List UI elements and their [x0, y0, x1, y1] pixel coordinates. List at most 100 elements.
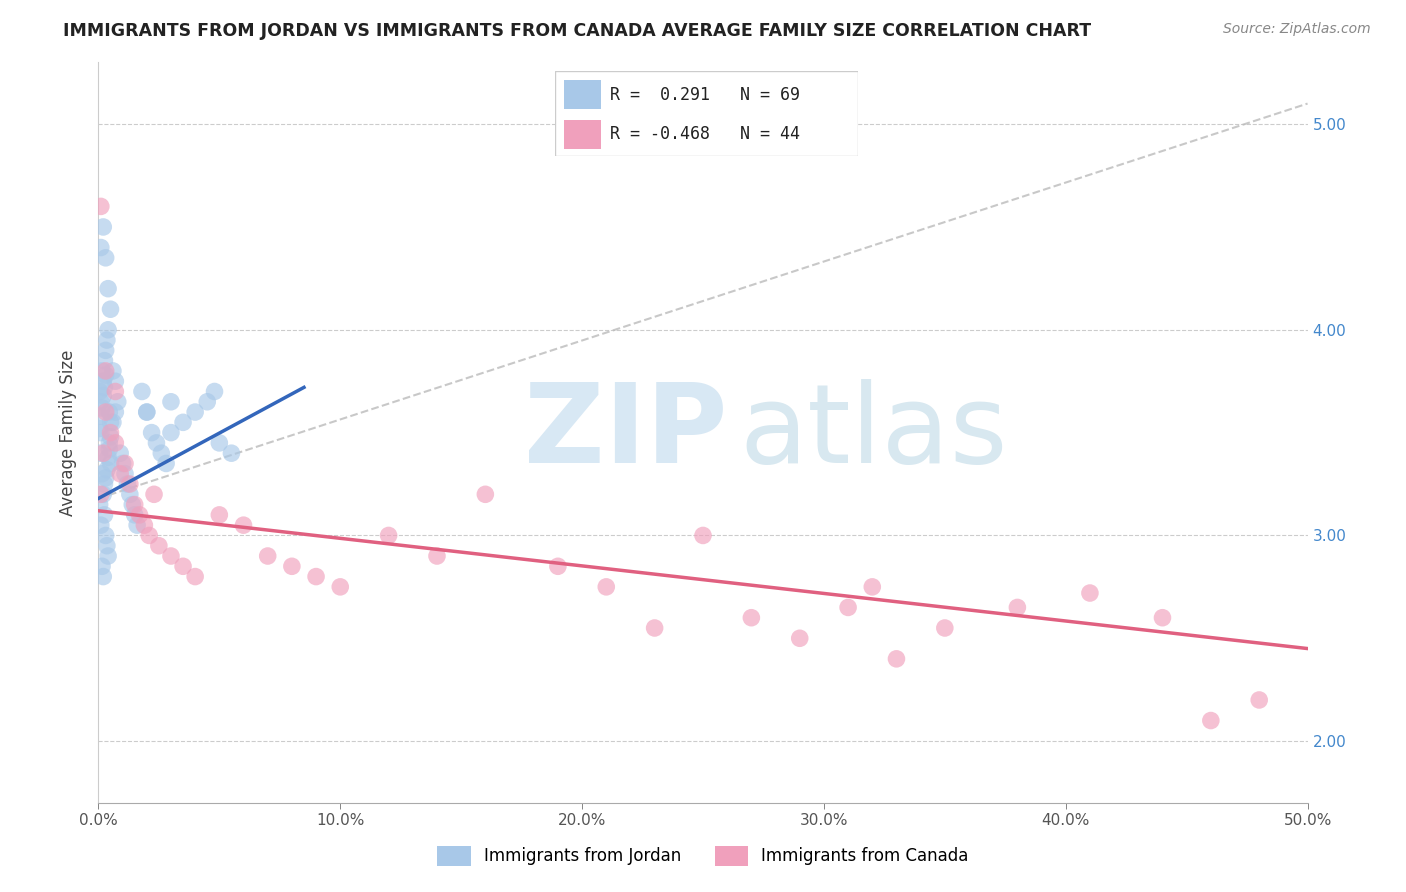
Point [101, 415, 124, 429]
Point [91, 446, 114, 460]
Point [90, 425, 112, 440]
Point [108, 467, 131, 481]
Point [89, 384, 111, 399]
Point [93, 353, 115, 368]
Point [97, 450, 120, 465]
Point [138, 528, 160, 542]
Point [595, 580, 617, 594]
Point [101, 364, 124, 378]
Point [118, 477, 141, 491]
Point [160, 549, 183, 563]
Bar [564, 80, 600, 110]
Point [93, 380, 115, 394]
Point [94, 471, 117, 485]
Point [117, 477, 139, 491]
Point [93, 477, 115, 491]
Point [256, 549, 278, 563]
Point [107, 394, 129, 409]
Point [94, 405, 117, 419]
Point [94, 528, 117, 542]
Point [90, 487, 112, 501]
Point [204, 384, 226, 399]
Point [208, 436, 231, 450]
Point [90, 394, 112, 409]
Point [221, 446, 243, 460]
Point [91, 487, 114, 501]
Point [184, 569, 207, 583]
Point [91, 388, 114, 402]
Point [127, 518, 149, 533]
Point [172, 559, 194, 574]
Bar [564, 120, 600, 149]
Point [100, 415, 122, 429]
Point [98, 436, 121, 450]
Point [172, 415, 194, 429]
Point [94, 368, 117, 382]
Point [1249, 693, 1271, 707]
Point [145, 436, 167, 450]
Point [111, 457, 134, 471]
Point [89, 446, 111, 460]
Text: ZIP: ZIP [524, 379, 727, 486]
Point [860, 580, 883, 594]
Point [93, 508, 115, 522]
Point [1199, 714, 1222, 728]
Point [121, 498, 143, 512]
Point [97, 323, 120, 337]
Point [644, 621, 666, 635]
Point [1007, 600, 1029, 615]
Point [184, 405, 207, 419]
Point [100, 425, 122, 440]
Point [1078, 586, 1101, 600]
Point [104, 374, 127, 388]
Point [934, 621, 956, 635]
Point [474, 487, 496, 501]
Text: IMMIGRANTS FROM JORDAN VS IMMIGRANTS FROM CANADA AVERAGE FAMILY SIZE CORRELATION: IMMIGRANTS FROM JORDAN VS IMMIGRANTS FRO… [63, 22, 1091, 40]
Point [329, 580, 352, 594]
Point [94, 251, 117, 265]
Point [104, 405, 127, 419]
Point [886, 652, 908, 666]
Point [114, 457, 136, 471]
Text: R =  0.291   N = 69: R = 0.291 N = 69 [610, 86, 800, 103]
Text: atlas: atlas [740, 379, 1008, 486]
Legend: Immigrants from Jordan, Immigrants from Canada: Immigrants from Jordan, Immigrants from … [430, 839, 976, 872]
Point [148, 539, 170, 553]
Point [281, 559, 304, 574]
Point [94, 343, 117, 358]
Point [91, 401, 114, 415]
Point [232, 518, 254, 533]
Point [740, 610, 762, 624]
Point [208, 508, 231, 522]
Point [97, 549, 120, 563]
Point [837, 600, 859, 615]
Point [98, 442, 121, 456]
Point [90, 409, 112, 424]
Point [90, 199, 112, 213]
Point [91, 569, 114, 583]
Point [789, 632, 811, 646]
Point [124, 498, 146, 512]
Point [131, 384, 153, 399]
Point [91, 364, 114, 378]
Point [118, 487, 141, 501]
Point [134, 518, 156, 533]
Point [195, 394, 218, 409]
Point [89, 421, 111, 435]
Point [89, 498, 111, 512]
Point [90, 240, 112, 254]
Point [91, 374, 114, 388]
Point [1152, 610, 1174, 624]
Text: Source: ZipAtlas.com: Source: ZipAtlas.com [1223, 22, 1371, 37]
Point [128, 508, 150, 522]
Point [160, 425, 183, 440]
Point [96, 539, 118, 553]
Point [108, 446, 131, 460]
Point [160, 394, 183, 409]
Point [90, 518, 112, 533]
Point [135, 405, 157, 419]
Point [100, 430, 122, 444]
Point [91, 219, 114, 234]
Point [692, 528, 714, 542]
Point [100, 302, 122, 317]
